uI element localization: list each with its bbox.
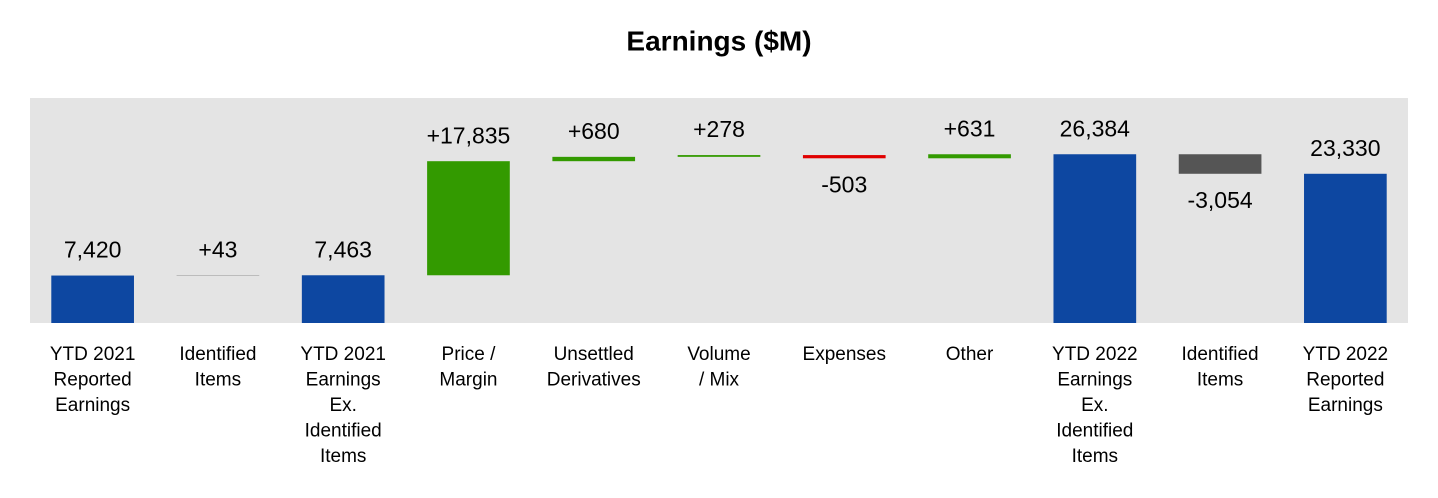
value-label: 7,420 — [64, 237, 122, 263]
bar — [552, 156, 636, 162]
plot-area — [30, 98, 1408, 323]
x-tick-label: Volume — [687, 344, 750, 365]
x-tick-label: Identified — [1182, 344, 1259, 365]
x-tick-label: Derivatives — [547, 370, 641, 391]
value-label: +17,835 — [427, 122, 511, 148]
value-label: 7,463 — [314, 236, 372, 262]
x-tick-label: Price / — [442, 344, 497, 365]
x-tick-label: Earnings — [1308, 395, 1383, 416]
x-tick-label: Items — [1197, 370, 1243, 391]
x-tick-label: Items — [1072, 446, 1118, 467]
bar — [51, 275, 134, 323]
x-tick-label: Reported — [54, 370, 132, 391]
bar — [802, 155, 886, 159]
x-tick-label: Margin — [439, 370, 497, 391]
x-tick-label: Unsettled — [554, 344, 634, 365]
x-tick-label: Earnings — [306, 370, 381, 391]
value-label: +631 — [944, 115, 996, 141]
value-label: 26,384 — [1060, 115, 1131, 141]
bar — [1053, 154, 1137, 323]
x-tick-label: Earnings — [55, 395, 130, 416]
x-tick-label: Items — [320, 446, 366, 467]
x-tick-label: YTD 2022 — [1052, 344, 1138, 365]
bar — [1304, 173, 1387, 323]
x-tick-label: Identified — [179, 344, 256, 365]
bar — [928, 154, 1011, 159]
chart-title: Earnings ($M) — [626, 25, 811, 56]
bar — [301, 275, 385, 323]
x-tick-label: Ex. — [1081, 395, 1108, 416]
bar — [427, 161, 510, 276]
x-tick-label: YTD 2022 — [1303, 344, 1389, 365]
x-tick-label: Identified — [1056, 421, 1133, 442]
x-tick-label: YTD 2021 — [50, 344, 136, 365]
x-tick-label: Identified — [305, 421, 382, 442]
x-tick-label: Ex. — [329, 395, 356, 416]
value-label: +43 — [198, 236, 237, 262]
x-tick-label: Expenses — [803, 344, 886, 365]
x-tick-label: Items — [195, 370, 241, 391]
value-label: +278 — [693, 116, 745, 142]
value-label: +680 — [568, 118, 620, 144]
bar — [677, 155, 761, 157]
x-tick-label: YTD 2021 — [300, 344, 386, 365]
value-label: 23,330 — [1310, 135, 1380, 161]
x-tick-label: / Mix — [699, 370, 740, 391]
value-label: -503 — [821, 171, 867, 197]
bar — [1178, 154, 1262, 174]
x-tick-label: Other — [946, 344, 994, 365]
x-tick-label: Reported — [1306, 370, 1384, 391]
value-label: -3,054 — [1187, 187, 1252, 213]
x-tick-label: Earnings — [1057, 370, 1132, 391]
